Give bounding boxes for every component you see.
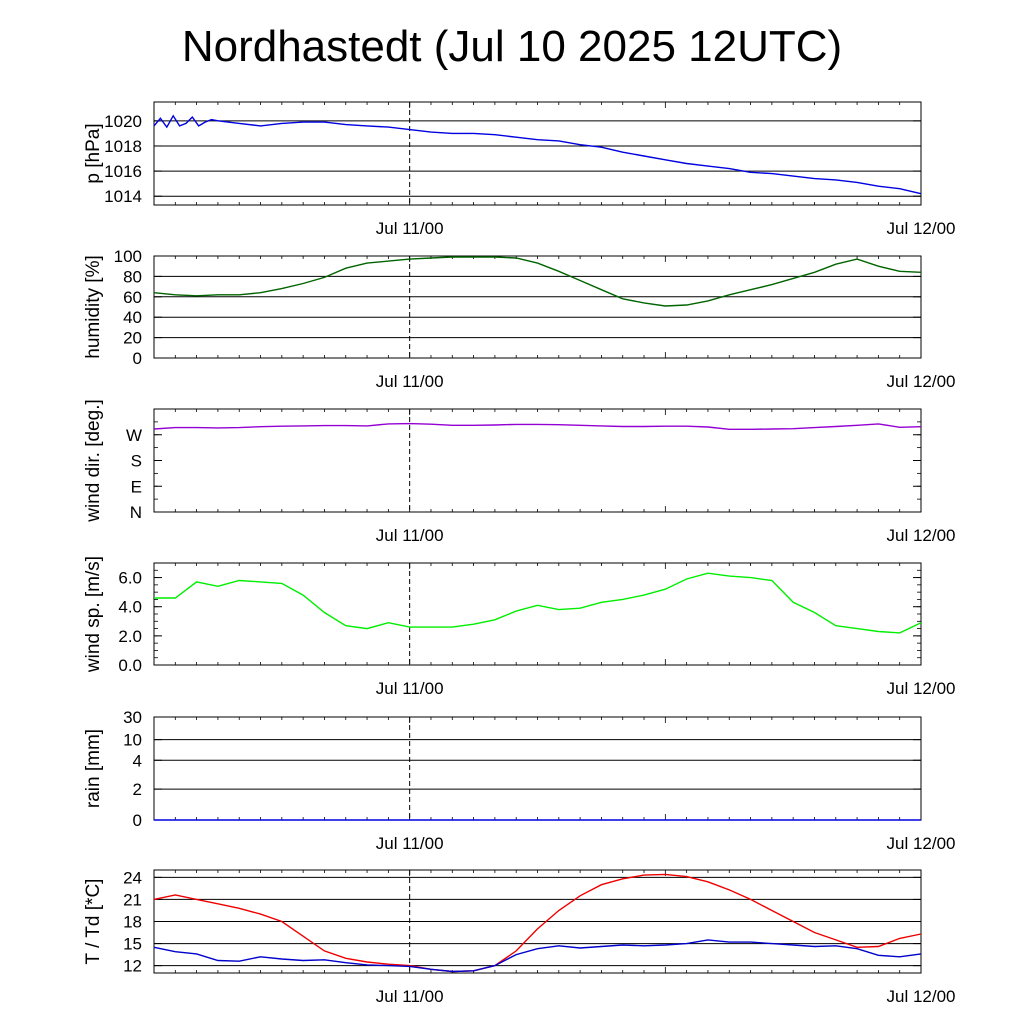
panel-frame <box>153 255 922 359</box>
y-tick-label: 2 <box>133 780 142 799</box>
x-tick-label: Jul 12/00 <box>887 526 956 545</box>
y-axis-label: wind sp. [m/s] <box>83 556 104 673</box>
y-tick-label: W <box>126 426 142 445</box>
x-tick-label: Jul 12/00 <box>887 372 956 391</box>
chart-title: Nordhastedt (Jul 10 2025 12UTC) <box>181 22 843 71</box>
y-tick-label: E <box>131 477 142 496</box>
y-tick-label: 20 <box>123 329 142 348</box>
y-tick-label: 40 <box>123 308 142 327</box>
y-tick-label: 15 <box>123 935 142 954</box>
y-tick-label: 18 <box>123 913 142 932</box>
y-tick-label: 0 <box>133 349 142 368</box>
y-tick-label: 1016 <box>104 162 142 181</box>
y-tick-label: 4 <box>133 751 142 770</box>
series-line <box>153 422 922 430</box>
x-tick-label: Jul 12/00 <box>887 679 956 698</box>
y-axis-label: p [hPa] <box>83 123 104 183</box>
y-tick-label: 12 <box>123 957 142 976</box>
y-axis-label: T / Td [*C] <box>83 879 104 965</box>
panel-frame <box>153 716 922 821</box>
y-tick-label: N <box>130 503 142 522</box>
x-tick-label: Jul 12/00 <box>887 219 956 238</box>
panel-frame <box>153 101 922 206</box>
series-line <box>153 873 922 973</box>
y-tick-label: 21 <box>123 890 142 909</box>
y-tick-label: 0.0 <box>118 656 142 675</box>
y-tick-label: 10 <box>123 731 142 750</box>
x-tick-label: Jul 12/00 <box>887 987 956 1006</box>
y-tick-label: 80 <box>123 267 142 286</box>
series-line <box>153 114 922 195</box>
x-tick-label: Jul 11/00 <box>376 526 444 545</box>
y-tick-label: 60 <box>123 288 142 307</box>
x-tick-label: Jul 11/00 <box>376 219 444 238</box>
y-tick-label: 24 <box>123 868 142 887</box>
y-axis-label: humidity [%] <box>83 255 104 358</box>
y-tick-label: 0 <box>133 811 142 830</box>
y-tick-label: 100 <box>114 247 142 266</box>
y-tick-label: 1020 <box>104 112 142 131</box>
x-tick-label: Jul 11/00 <box>376 372 444 391</box>
x-tick-label: Jul 12/00 <box>887 834 956 853</box>
y-tick-label: 6.0 <box>118 569 142 588</box>
series-line <box>154 572 922 634</box>
y-tick-label: 4.0 <box>118 598 142 617</box>
y-axis-label: wind dir. [deg.] <box>83 399 104 523</box>
panel-frame <box>153 562 922 666</box>
x-tick-label: Jul 11/00 <box>376 834 444 853</box>
series-line <box>153 939 922 973</box>
series-line <box>153 256 922 307</box>
y-tick-label: 2.0 <box>118 627 142 646</box>
y-tick-label: 1018 <box>104 137 142 156</box>
y-tick-label: S <box>131 452 142 471</box>
y-axis-label: rain [mm] <box>83 729 104 808</box>
y-tick-label: 1014 <box>104 187 142 206</box>
x-tick-label: Jul 11/00 <box>376 987 444 1006</box>
x-tick-label: Jul 11/00 <box>376 679 444 698</box>
y-tick-label: 30 <box>123 708 142 727</box>
